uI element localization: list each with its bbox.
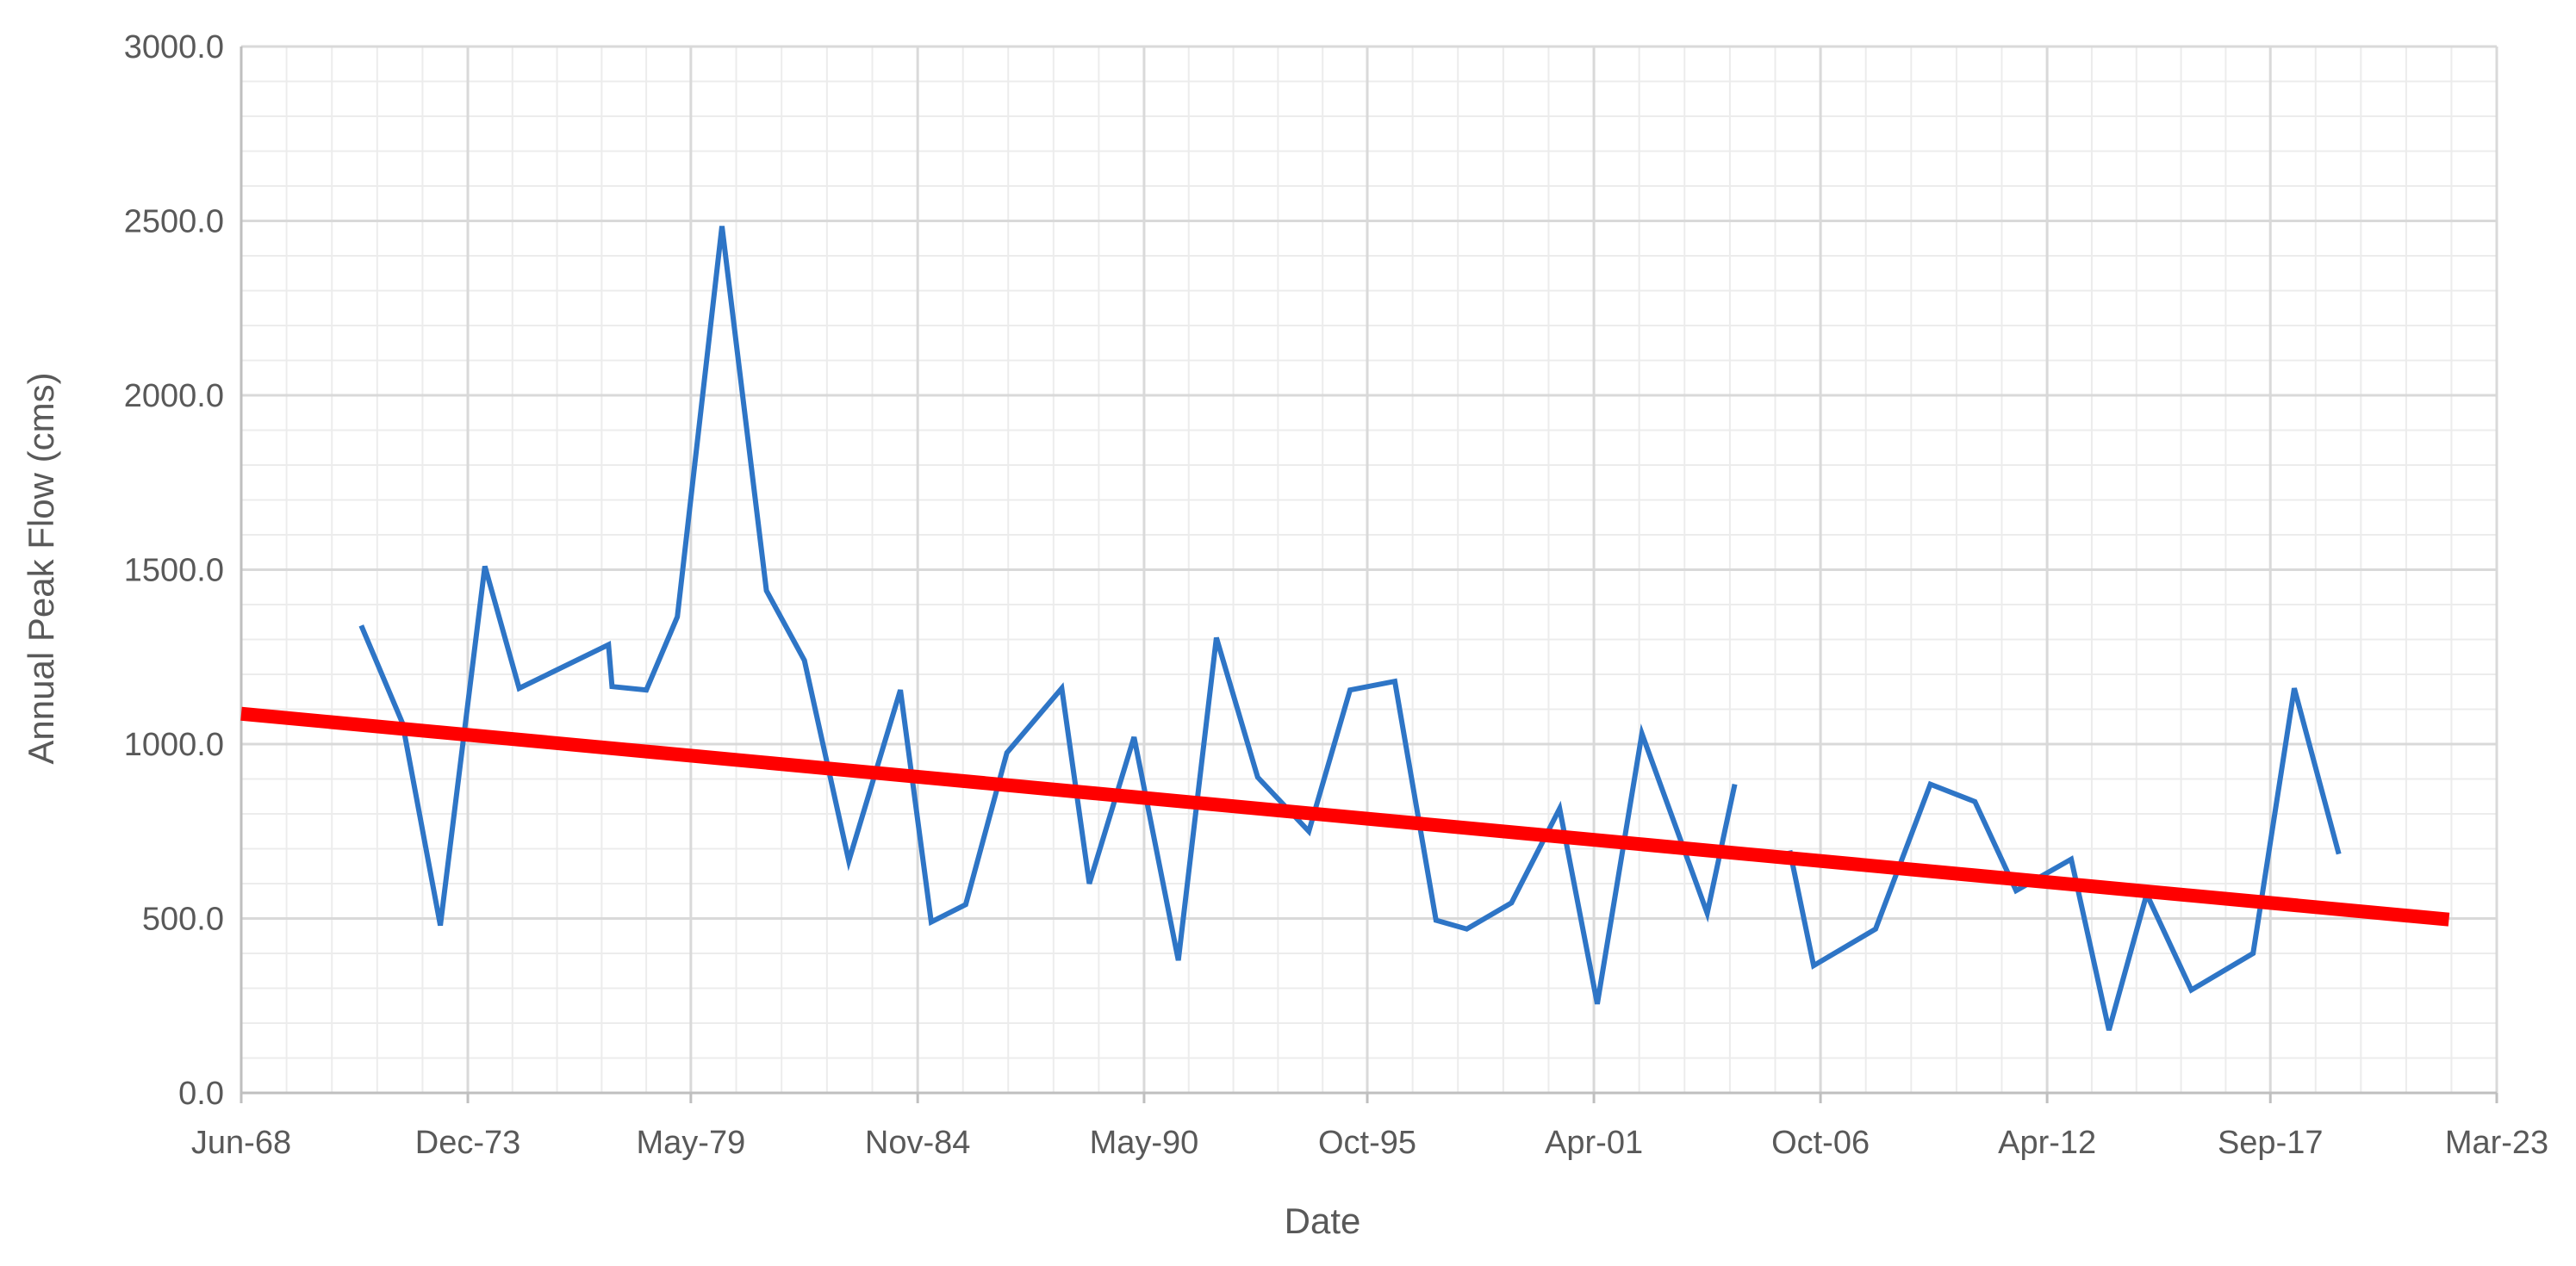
y-tick-label: 1500.0 [124,553,224,589]
x-tick-label: Apr-01 [1545,1125,1643,1161]
y-tick-label: 0.0 [178,1076,224,1112]
trendline-layer [240,706,2450,927]
y-tick-label: 2500.0 [124,204,224,240]
y-axis-ticks: 0.0 500.0 1000.0 1500.0 2000.0 2500.0 3000.0 [124,29,224,1112]
x-tick-label: May-90 [1090,1125,1199,1161]
major-gridlines [241,45,2498,1093]
y-axis-title: Annual Peak Flow (cms) [21,372,61,764]
x-tick-label: Sep-17 [2218,1125,2324,1161]
x-tick-label: Apr-12 [1998,1125,2096,1161]
x-axis-title: Date [1285,1201,1361,1241]
x-tick-label: Oct-06 [1771,1125,1870,1161]
y-tick-label: 1000.0 [124,727,224,763]
x-tick-label: Nov-84 [865,1125,971,1161]
series-line-segment [358,226,1738,1005]
x-axis-ticks: Jun-68 Dec-73 May-79 Nov-84 May-90 Oct-95 Apr-… [191,1125,2548,1161]
x-tick-label: Dec-73 [415,1125,521,1161]
series-layer [358,226,2342,1031]
x-tick-label: Mar-23 [2445,1125,2548,1161]
y-tick-label: 2000.0 [124,378,224,414]
y-tick-label: 3000.0 [124,29,224,65]
axes [240,47,2498,1103]
x-tick-label: May-79 [637,1125,746,1161]
trendline [240,706,2450,927]
x-tick-label: Oct-95 [1318,1125,1416,1161]
y-tick-label: 500.0 [142,902,224,938]
x-tick-label: Jun-68 [191,1125,291,1161]
